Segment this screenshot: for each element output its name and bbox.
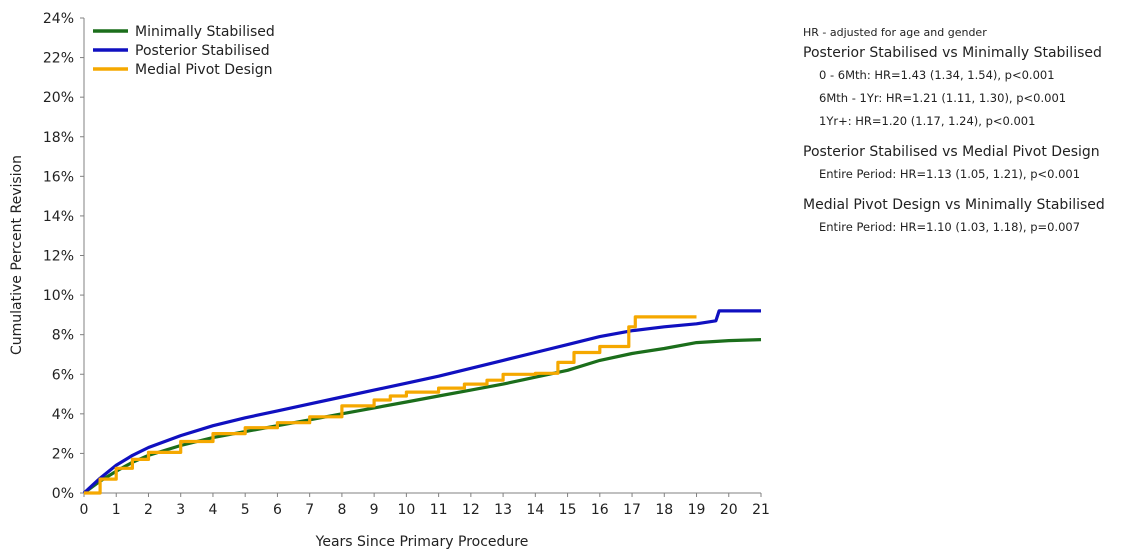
y-tick-label: 14% — [43, 209, 74, 225]
x-tick-label: 9 — [370, 502, 379, 518]
comparison-stat: 0 - 6Mth: HR=1.43 (1.34, 1.54), p<0.001 — [819, 68, 1055, 82]
y-tick-label: 2% — [52, 446, 74, 462]
y-tick-label: 18% — [43, 130, 74, 146]
x-tick-label: 14 — [526, 502, 544, 518]
y-tick-label: 0% — [52, 486, 74, 502]
x-axis-title: Years Since Primary Procedure — [315, 534, 529, 550]
x-tick-label: 1 — [112, 502, 121, 518]
comparison-heading: Medial Pivot Design vs Minimally Stabili… — [803, 197, 1105, 213]
series-line-0 — [83, 338, 762, 495]
x-tick-label: 17 — [623, 502, 641, 518]
series-lines — [82, 309, 762, 495]
x-tick-label: 7 — [305, 502, 314, 518]
legend-label: Medial Pivot Design — [135, 62, 273, 78]
y-axis-title: Cumulative Percent Revision — [9, 155, 25, 355]
comparison-ps-vs-mp: Posterior Stabilised vs Medial Pivot Des… — [803, 144, 1133, 181]
y-tick-label: 16% — [43, 169, 74, 185]
x-tick-label: 10 — [397, 502, 415, 518]
x-axis: 0 1 2 3 4 5 6 7 8 9 10 11 12 13 14 15 16 17 18 19 20 21 — [80, 492, 770, 518]
hazard-ratio-panel: HR - adjusted for age and gender Posteri… — [803, 26, 1133, 250]
x-tick-label: 6 — [273, 502, 282, 518]
comparison-heading: Posterior Stabilised vs Medial Pivot Des… — [803, 144, 1100, 160]
legend-label: Minimally Stabilised — [135, 24, 275, 40]
y-tick-label: 20% — [43, 90, 74, 106]
x-tick-label: 16 — [591, 502, 609, 518]
y-tick-label: 4% — [52, 407, 74, 423]
legend: Minimally Stabilised Posterior Stabilised… — [93, 24, 275, 78]
comparison-heading: Posterior Stabilised vs Minimally Stabil… — [803, 45, 1102, 61]
comparison-stat: 1Yr+: HR=1.20 (1.17, 1.24), p<0.001 — [819, 114, 1036, 128]
x-tick-label: 18 — [655, 502, 673, 518]
y-axis: 0% 2% 4% 6% 8% 10% 12% 14% 16% 18% 20% 22% 24% — [43, 11, 85, 502]
comparison-mp-vs-ms: Medial Pivot Design vs Minimally Stabili… — [803, 197, 1133, 234]
y-tick-label: 6% — [52, 367, 74, 383]
y-tick-label: 8% — [52, 328, 74, 344]
y-tick-label: 10% — [43, 288, 74, 304]
comparison-stat: Entire Period: HR=1.13 (1.05, 1.21), p<0… — [819, 167, 1081, 181]
x-tick-label: 11 — [430, 502, 448, 518]
x-tick-label: 19 — [688, 502, 706, 518]
x-tick-label: 5 — [241, 502, 250, 518]
x-tick-label: 12 — [462, 502, 480, 518]
comparison-ps-vs-ms: Posterior Stabilised vs Minimally Stabil… — [803, 45, 1133, 128]
x-tick-label: 0 — [80, 502, 89, 518]
comparison-stat: 6Mth - 1Yr: HR=1.21 (1.11, 1.30), p<0.00… — [819, 91, 1067, 105]
y-tick-label: 12% — [43, 249, 74, 265]
comparison-stat: Entire Period: HR=1.10 (1.03, 1.18), p=0… — [819, 220, 1081, 234]
x-tick-label: 2 — [144, 502, 153, 518]
x-tick-label: 4 — [208, 502, 217, 518]
series-line-1 — [82, 309, 761, 495]
x-tick-label: 21 — [752, 502, 770, 518]
x-tick-label: 8 — [337, 502, 346, 518]
y-tick-label: 22% — [43, 51, 74, 67]
x-tick-label: 13 — [494, 502, 512, 518]
hr-adjustment-note: HR - adjusted for age and gender — [803, 26, 987, 39]
y-tick-label: 24% — [43, 11, 74, 27]
legend-label: Posterior Stabilised — [135, 43, 270, 59]
x-tick-label: 15 — [559, 502, 577, 518]
series-line-2 — [84, 315, 697, 495]
x-tick-label: 3 — [176, 502, 185, 518]
x-tick-label: 20 — [720, 502, 738, 518]
